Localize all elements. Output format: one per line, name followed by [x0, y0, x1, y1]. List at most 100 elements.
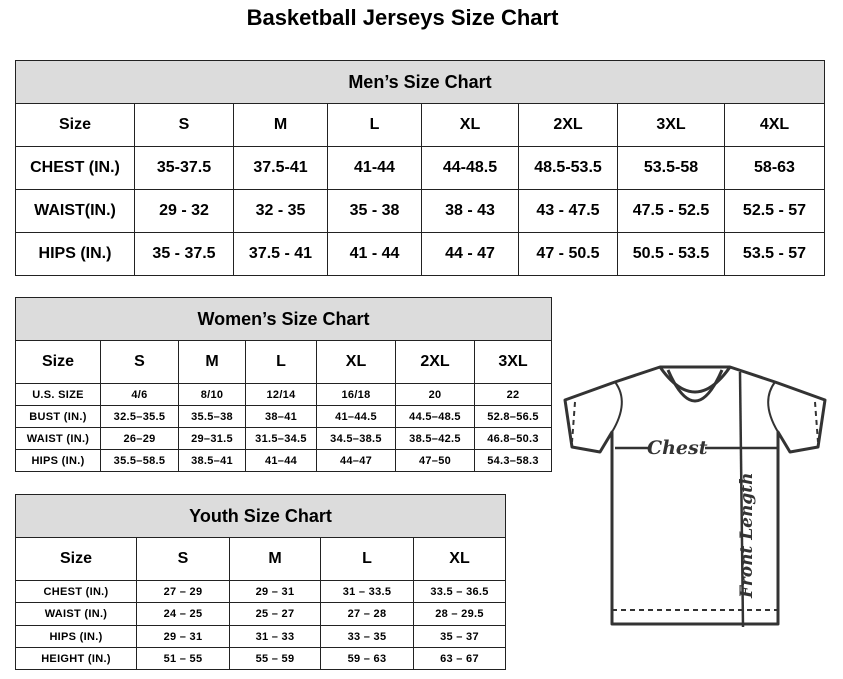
womens-size-table: Women’s Size Chart Size S M L XL 2XL 3XL U.S. SI…: [14, 297, 553, 472]
row-label: HIPS (IN.): [15, 625, 137, 648]
table-cell: 34.5–38.5: [316, 427, 396, 450]
table-cell: 32 - 35: [233, 189, 328, 233]
table-row: HEIGHT (IN.) 51 – 55 55 – 59 59 – 63 63 – 67: [15, 647, 507, 670]
table-cell: 20: [395, 383, 475, 406]
row-label: Size: [15, 103, 135, 147]
table-cell: 33 – 35: [320, 625, 414, 648]
table-cell: 31 – 33.5: [320, 580, 414, 603]
table-caption: Men’s Size Chart: [15, 60, 825, 104]
chest-label: Chest: [647, 437, 708, 459]
row-label: CHEST (IN.): [15, 580, 137, 603]
table-cell: 29 – 31: [136, 625, 230, 648]
row-label: BUST (IN.): [15, 405, 101, 428]
table-cell: 48.5-53.5: [518, 146, 618, 190]
table-cell: XL: [421, 103, 519, 147]
table-row: HIPS (IN.) 35.5–58.5 38.5–41 41–44 44–47 47–5…: [15, 449, 553, 472]
table-cell: 31.5–34.5: [245, 427, 317, 450]
table-cell: 4XL: [724, 103, 825, 147]
table-caption: Women’s Size Chart: [14, 297, 553, 341]
front-length-label: Front Length: [737, 473, 757, 599]
table-cell: 41-44: [327, 146, 422, 190]
table-cell: 47 - 50.5: [518, 232, 618, 276]
table-cell: L: [320, 537, 414, 581]
table-cell: 2XL: [395, 340, 475, 384]
table-cell: L: [245, 340, 317, 384]
table-cell: 47.5 - 52.5: [617, 189, 725, 233]
table-cell: S: [100, 340, 179, 384]
table-cell: L: [327, 103, 422, 147]
table-cell: M: [233, 103, 328, 147]
table-cell: 22: [473, 383, 553, 406]
table-row: WAIST(IN.) 29 - 32 32 - 35 35 - 38 38 - 43 43…: [15, 189, 825, 233]
table-cell: 4/6: [100, 383, 179, 406]
table-cell: 63 – 67: [412, 647, 507, 670]
table-cell: 28 – 29.5: [412, 602, 507, 626]
table-row: CHEST (IN.) 35-37.5 37.5-41 41-44 44-48.5 48.…: [15, 146, 825, 190]
table-row: HIPS (IN.) 29 – 31 31 – 33 33 – 35 35 – 37: [15, 625, 507, 648]
table-row: WAIST (IN.) 24 – 25 25 – 27 27 – 28 28 – 29.…: [15, 602, 507, 626]
table-row: BUST (IN.) 32.5–35.5 35.5–38 38–41 41–44.5 44…: [15, 405, 553, 428]
table-cell: 54.3–58.3: [473, 449, 553, 472]
table-cell: 35 – 37: [412, 625, 507, 648]
table-cell: 29 – 31: [229, 580, 321, 603]
row-label: HIPS (IN.): [15, 449, 101, 472]
table-cell: 3XL: [617, 103, 725, 147]
table-cell: 38.5–41: [178, 449, 246, 472]
page-title: Basketball Jerseys Size Chart: [246, 5, 559, 30]
table-cell: 44 - 47: [421, 232, 519, 276]
row-label: Size: [15, 340, 101, 384]
row-label: WAIST (IN.): [15, 602, 137, 626]
table-cell: 44.5–48.5: [395, 405, 475, 428]
table-cell: S: [136, 537, 230, 581]
table-cell: 37.5-41: [233, 146, 328, 190]
table-cell: 12/14: [245, 383, 317, 406]
table-cell: 44–47: [316, 449, 396, 472]
table-cell: 31 – 33: [229, 625, 321, 648]
table-cell: 35.5–58.5: [100, 449, 179, 472]
table-cell: 35 - 38: [327, 189, 422, 233]
table-cell: 46.8–50.3: [473, 427, 553, 450]
table-cell: 3XL: [473, 340, 553, 384]
table-cell: 44-48.5: [421, 146, 519, 190]
table-cell: 16/18: [316, 383, 396, 406]
table-cell: M: [178, 340, 246, 384]
table-cell: 59 – 63: [320, 647, 414, 670]
table-caption: Youth Size Chart: [14, 494, 507, 538]
table-cell: 58-63: [724, 146, 825, 190]
table-cell: M: [229, 537, 321, 581]
table-cell: 32.5–35.5: [100, 405, 179, 428]
table-row: CHEST (IN.) 27 – 29 29 – 31 31 – 33.5 33.5 –…: [15, 580, 507, 603]
table-cell: 41–44.5: [316, 405, 396, 428]
table-cell: 38 - 43: [421, 189, 519, 233]
header-row: Size S M L XL: [15, 537, 507, 581]
table-cell: 8/10: [178, 383, 246, 406]
table-cell: 43 - 47.5: [518, 189, 618, 233]
header-row: Size S M L XL 2XL 3XL 4XL: [15, 103, 825, 147]
table-row: HIPS (IN.) 35 - 37.5 37.5 - 41 41 - 44 44 - …: [15, 232, 825, 276]
table-cell: 26–29: [100, 427, 179, 450]
table-cell: 51 – 55: [136, 647, 230, 670]
table-row: WAIST (IN.) 26–29 29–31.5 31.5–34.5 34.5–38.…: [15, 427, 553, 450]
table-cell: 35 - 37.5: [134, 232, 234, 276]
table-cell: XL: [316, 340, 396, 384]
youth-size-table: Youth Size Chart Size S M L XL CHEST (IN.) 27 –…: [14, 494, 507, 670]
table-cell: XL: [412, 537, 507, 581]
row-label: Size: [15, 537, 137, 581]
table-cell: 29 - 32: [134, 189, 234, 233]
row-label: HEIGHT (IN.): [15, 647, 137, 670]
table-cell: 35-37.5: [134, 146, 234, 190]
row-label: CHEST (IN.): [15, 146, 135, 190]
table-cell: 38–41: [245, 405, 317, 428]
table-cell: 41 - 44: [327, 232, 422, 276]
table-cell: 52.8–56.5: [473, 405, 553, 428]
table-cell: 53.5 - 57: [724, 232, 825, 276]
row-label: WAIST (IN.): [15, 427, 101, 450]
table-cell: 35.5–38: [178, 405, 246, 428]
table-cell: 29–31.5: [178, 427, 246, 450]
table-cell: 33.5 – 36.5: [412, 580, 507, 603]
row-label: WAIST(IN.): [15, 189, 135, 233]
header-row: Size S M L XL 2XL 3XL: [15, 340, 553, 384]
table-cell: S: [134, 103, 234, 147]
table-cell: 53.5-58: [617, 146, 725, 190]
table-cell: 50.5 - 53.5: [617, 232, 725, 276]
